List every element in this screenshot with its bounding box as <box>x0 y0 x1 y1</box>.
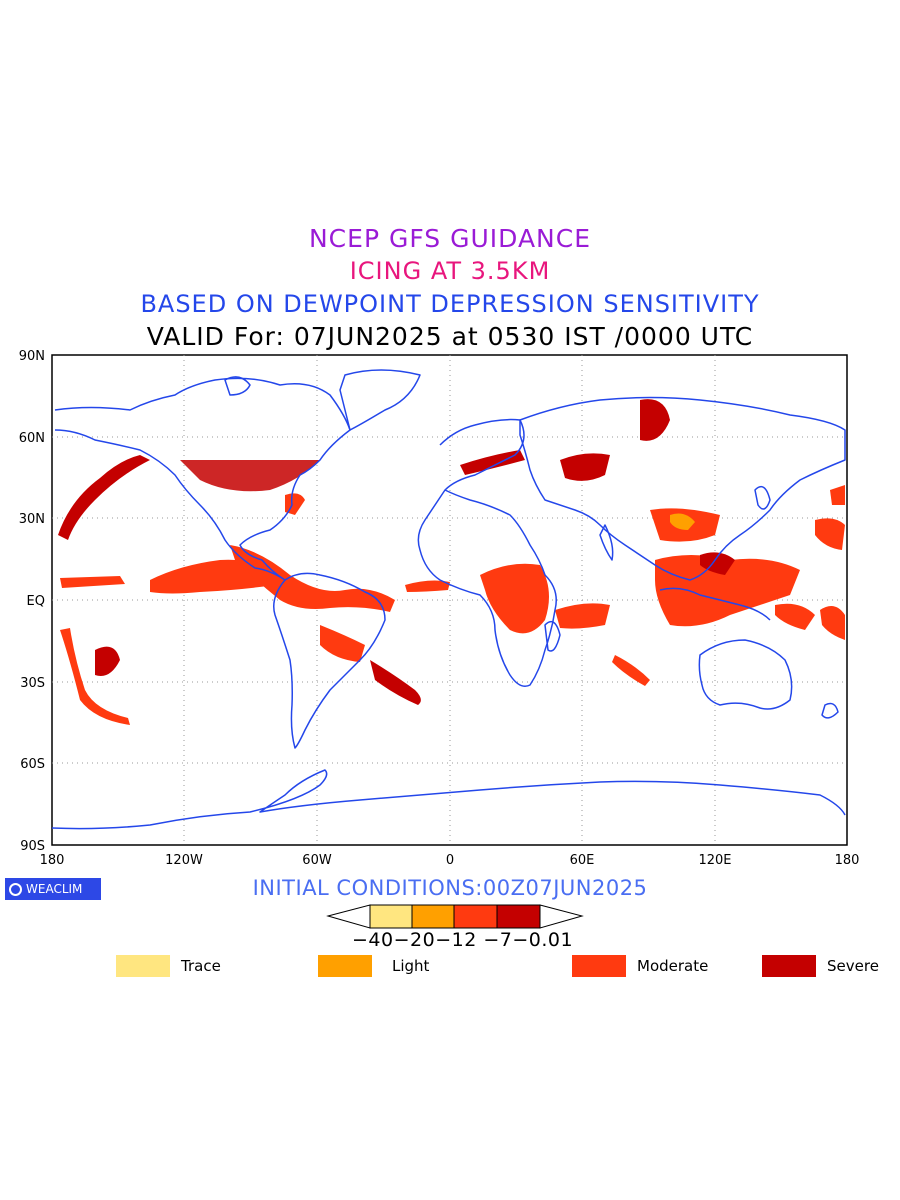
icing-moderate-pacific-east-edge <box>820 606 845 640</box>
colorbar-high-triangle <box>539 904 584 929</box>
weaclim-logo: WEACLIM <box>5 878 101 900</box>
coast-india <box>599 524 614 561</box>
icing-moderate-africa <box>480 563 549 634</box>
legend-swatch-trace <box>116 955 170 977</box>
lat-label: 30N <box>19 512 45 527</box>
lon-label: 120W <box>165 853 203 868</box>
lon-labels: 180 120W 60W 0 60E 120E 180 <box>40 853 860 868</box>
icing-severe-west-pacific <box>700 552 735 575</box>
legend-item-light: Light <box>318 955 429 977</box>
coast-south-america <box>273 572 386 749</box>
legend-label-severe: Severe <box>827 957 879 975</box>
coast-new-zealand <box>821 702 839 719</box>
icing-moderate-south-america-north <box>230 545 395 612</box>
legend-label-moderate: Moderate <box>637 957 709 975</box>
title-line-3: BASED ON DEWPOINT DEPRESSION SENSITIVITY <box>140 290 760 318</box>
icing-severe-north-pacific <box>58 455 150 540</box>
logo-text: WEACLIM <box>26 882 83 896</box>
legend-swatch-severe <box>762 955 816 977</box>
colorbar-swatch-trace <box>369 904 413 929</box>
icing-severe-europe <box>460 450 525 475</box>
copyright-ring-icon <box>9 882 22 896</box>
icing-light-china <box>670 513 695 530</box>
colorbar-tick-labels: −40−20−12 −7−0.01 <box>352 929 574 951</box>
icing-moderate-south-pacific <box>60 628 130 725</box>
legend-item-trace: Trace <box>116 955 221 977</box>
icing-moderate-east-pacific <box>815 518 845 550</box>
lon-label: 180 <box>835 853 860 868</box>
colorbar <box>326 904 584 929</box>
coast-indonesia <box>659 587 771 621</box>
coast-australia <box>698 639 793 710</box>
lat-label: 90N <box>19 349 45 364</box>
lon-label: 0 <box>446 853 454 868</box>
icing-severe-south-atlantic <box>370 660 421 705</box>
lat-label: 60S <box>20 757 45 772</box>
lon-label: 60E <box>570 853 595 868</box>
coast-japan <box>754 485 771 510</box>
title-line-2: ICING AT 3.5KM <box>349 257 551 285</box>
legend-swatch-light <box>318 955 372 977</box>
lon-label: 60W <box>302 853 332 868</box>
legend-item-severe: Severe <box>762 955 879 977</box>
lat-label: 90S <box>20 839 45 854</box>
icing-severe-siberia-north <box>640 399 670 441</box>
legend-swatch-moderate <box>572 955 626 977</box>
lat-labels: 90N 60N 30N EQ 30S 60S 90S <box>19 349 45 854</box>
icing-areas <box>58 399 845 725</box>
lat-label: EQ <box>27 594 45 609</box>
coast-greenland <box>339 369 421 431</box>
coast-europe-africa <box>417 418 557 687</box>
legend-label-trace: Trace <box>181 957 221 975</box>
icing-severe-south-pacific <box>95 646 120 676</box>
lon-label: 120E <box>698 853 731 868</box>
icing-moderate-sw-pacific <box>775 603 815 630</box>
icing-moderate-central-pacific <box>60 576 125 588</box>
colorbar-low-triangle <box>326 904 371 929</box>
title-line-1: NCEP GFS GUIDANCE <box>308 224 591 253</box>
coast-canadian-islands <box>224 376 251 396</box>
coastlines <box>51 369 846 830</box>
legend-item-moderate: Moderate <box>572 955 708 977</box>
colorbar-swatch-moderate <box>453 904 498 929</box>
icing-moderate-brazil <box>320 625 365 662</box>
legend-label-light: Light <box>392 957 430 975</box>
icing-moderate-maritime-continent <box>655 555 800 627</box>
icing-moderate-atlantic <box>405 580 450 592</box>
icing-moderate-indian-ocean <box>555 603 610 629</box>
initial-conditions: INITIAL CONDITIONS:00Z07JUN2025 <box>252 876 648 900</box>
coast-madagascar <box>544 620 561 652</box>
icing-severe-siberia-west <box>560 453 610 481</box>
colorbar-swatch-light <box>411 904 455 929</box>
title-line-4: VALID For: 07JUN2025 at 0530 IST /0000 U… <box>146 322 754 351</box>
icing-moderate-south-indian <box>612 655 650 686</box>
colorbar-swatch-severe <box>496 904 541 929</box>
icing-severe-north-america <box>180 460 320 492</box>
lat-label: 60N <box>19 431 45 446</box>
coast-asia <box>519 396 846 581</box>
icing-moderate-nw-pacific <box>830 485 845 505</box>
lon-label: 180 <box>40 853 65 868</box>
lat-label: 30S <box>20 676 45 691</box>
coast-antarctica <box>51 769 846 830</box>
